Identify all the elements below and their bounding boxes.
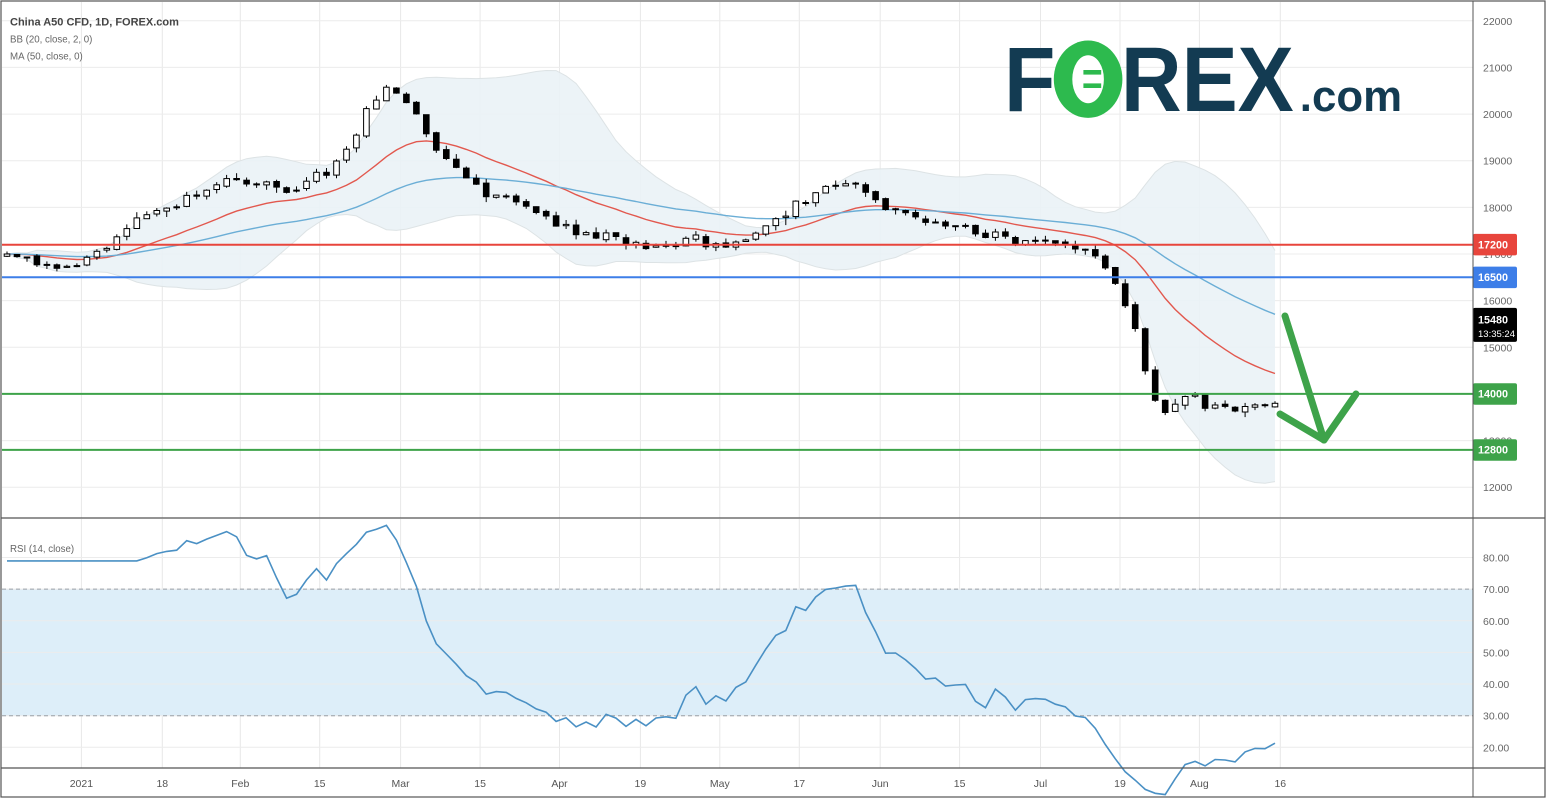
svg-text:15: 15 [474,778,486,790]
svg-text:16: 16 [1274,778,1286,790]
svg-text:70.00: 70.00 [1483,584,1509,596]
svg-text:19: 19 [635,778,647,790]
svg-text:19000: 19000 [1483,156,1512,168]
svg-text:Aug: Aug [1190,778,1209,790]
svg-text:17200: 17200 [1478,240,1508,252]
svg-text:RSI (14, close): RSI (14, close) [10,544,74,555]
svg-text:80.00: 80.00 [1483,553,1509,565]
svg-text:18000: 18000 [1483,202,1512,214]
svg-text:17: 17 [793,778,805,790]
svg-text:15: 15 [314,778,326,790]
svg-text:50.00: 50.00 [1483,647,1509,659]
svg-text:China A50 CFD, 1D, FOREX.com: China A50 CFD, 1D, FOREX.com [10,17,179,29]
svg-text:21000: 21000 [1483,62,1512,74]
svg-text:40.00: 40.00 [1483,679,1509,691]
svg-text:12000: 12000 [1483,482,1512,494]
svg-text:30.00: 30.00 [1483,711,1509,723]
svg-text:May: May [710,778,731,790]
svg-text:.com: .com [1300,72,1402,121]
svg-text:19: 19 [1114,778,1126,790]
svg-text:60.00: 60.00 [1483,616,1509,628]
svg-text:15: 15 [954,778,966,790]
svg-text:16500: 16500 [1478,272,1508,284]
svg-text:16000: 16000 [1483,296,1512,308]
svg-text:FOREX: FOREX [1004,27,1294,130]
svg-text:MA (50, close, 0): MA (50, close, 0) [10,52,83,63]
svg-text:12800: 12800 [1478,445,1508,457]
svg-text:13:35:24: 13:35:24 [1478,329,1515,340]
svg-text:15000: 15000 [1483,342,1512,354]
svg-text:Jul: Jul [1034,778,1047,790]
svg-text:20.00: 20.00 [1483,742,1509,754]
svg-text:Mar: Mar [392,778,411,790]
svg-text:22000: 22000 [1483,16,1512,28]
svg-text:18: 18 [156,778,168,790]
svg-text:14000: 14000 [1478,389,1508,401]
svg-text:Apr: Apr [551,778,568,790]
svg-text:20000: 20000 [1483,109,1512,121]
svg-text:2021: 2021 [70,778,94,790]
svg-text:Feb: Feb [231,778,249,790]
svg-text:Jun: Jun [872,778,889,790]
svg-text:BB (20, close, 2, 0): BB (20, close, 2, 0) [10,35,92,46]
svg-text:15480: 15480 [1478,314,1508,326]
